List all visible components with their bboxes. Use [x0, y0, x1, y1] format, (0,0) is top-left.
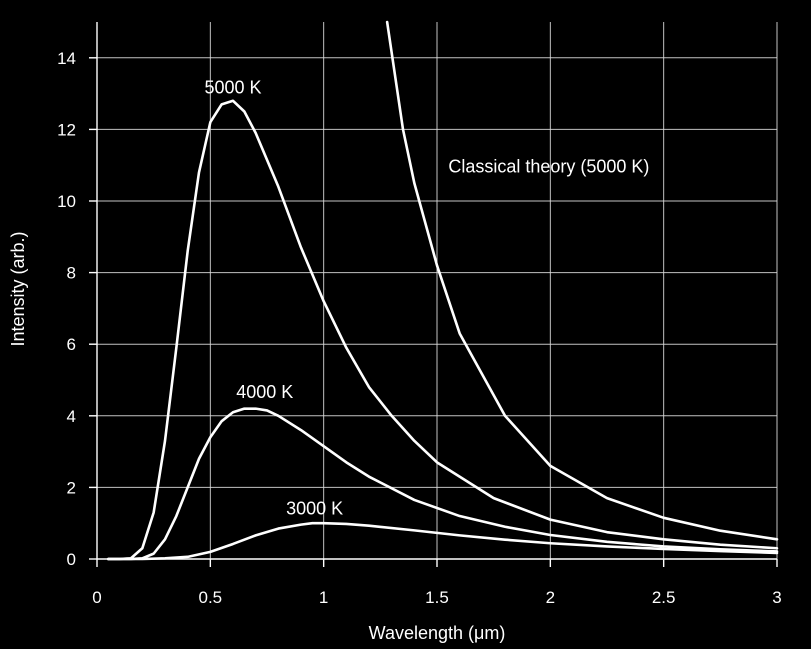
y-tick-label: 2 [67, 478, 76, 497]
x-tick-label: 0 [92, 588, 101, 607]
y-tick-label: 4 [67, 407, 76, 426]
series-layer [107, 20, 779, 561]
y-tick-label: 0 [67, 550, 76, 569]
x-tick-label: 1 [319, 588, 328, 607]
x-tick-label: 0.5 [199, 588, 223, 607]
x-tick-label: 2.5 [652, 588, 676, 607]
y-tick-label: 14 [57, 49, 76, 68]
annotation-layer: 5000 K 4000 K 3000 K Classical theory (5000… [204, 78, 649, 519]
y-tick-label: 8 [67, 264, 76, 283]
y-tick-label: 12 [57, 120, 76, 139]
curve-label-2: 3000 K [286, 498, 343, 518]
curve-label-3: Classical theory (5000 K) [448, 156, 649, 176]
series-line-1 [107, 407, 779, 561]
grid-layer [96, 22, 778, 560]
series-line-3 [385, 20, 779, 541]
x-axis-label: Wavelength (μm) [369, 623, 506, 643]
x-tick-label: 3 [772, 588, 781, 607]
ticks-layer: 0 0.5 1 1.5 2 2.5 3 0 2 4 6 8 10 12 14 [57, 49, 782, 607]
y-tick-label: 6 [67, 335, 76, 354]
curve-label-1: 4000 K [236, 382, 293, 402]
series-line-2 [107, 521, 779, 561]
series-line-0 [107, 99, 779, 561]
x-tick-label: 2 [546, 588, 555, 607]
curve-label-0: 5000 K [204, 78, 261, 98]
y-tick-label: 10 [57, 192, 76, 211]
x-tick-label: 1.5 [425, 588, 449, 607]
y-axis-label: Intensity (arb.) [8, 231, 28, 346]
